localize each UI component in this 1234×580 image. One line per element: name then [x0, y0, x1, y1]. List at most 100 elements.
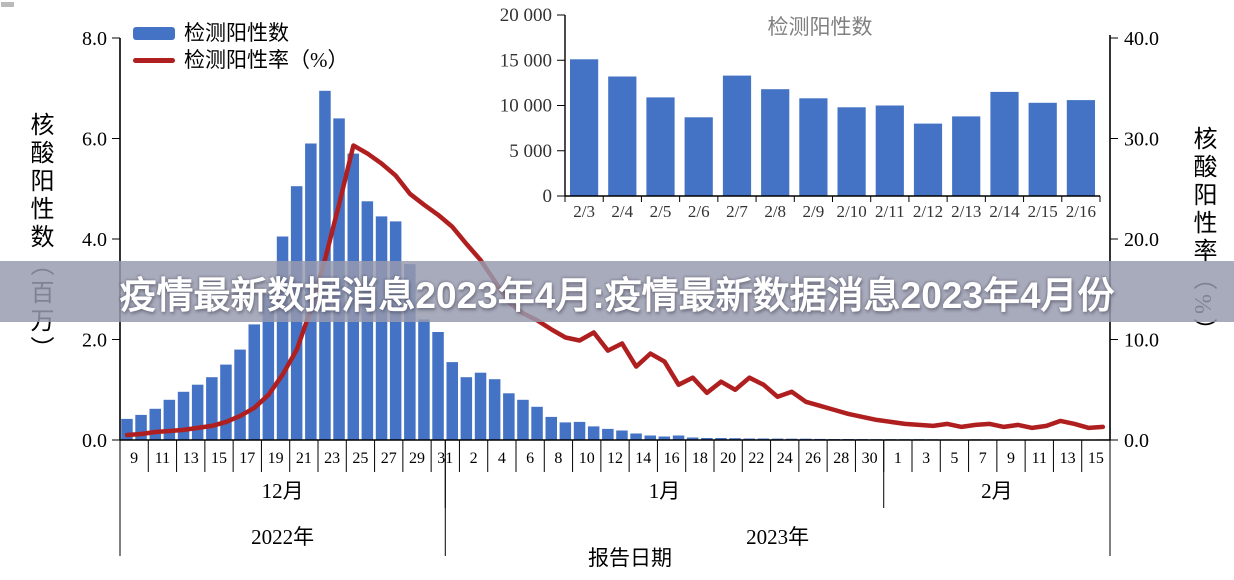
bar-dec9-feb16 — [474, 372, 487, 440]
left-y-tick-label: 8.0 — [82, 28, 107, 50]
bar-dec9-feb16 — [602, 428, 614, 440]
legend: 检测阳性数 检测阳性率（%） — [133, 20, 349, 74]
bar-dec9-feb16 — [149, 408, 161, 440]
bar-dec9-feb16 — [418, 319, 430, 440]
legend-item-positive-rate: 检测阳性率（%） — [133, 47, 349, 74]
left-y-tick-label: 0.0 — [82, 430, 107, 452]
month-label: 1月 — [649, 479, 681, 503]
inset-y-tick-label: 0 — [543, 186, 553, 207]
day-tick-label: 13 — [1060, 450, 1076, 467]
inset-bar — [761, 89, 790, 196]
day-tick-label: 1 — [894, 450, 902, 467]
bar-dec9-feb16 — [177, 391, 190, 440]
bar-dec9-feb16 — [517, 399, 529, 440]
bar-dec9-feb16 — [587, 426, 600, 440]
day-tick-label: 9 — [130, 450, 138, 467]
inset-bar — [570, 59, 599, 196]
bar-dec9-feb16 — [389, 221, 402, 440]
legend-label: 检测阳性数 — [184, 21, 289, 45]
day-tick-label: 2 — [470, 450, 478, 467]
day-tick-label: 26 — [805, 450, 821, 467]
bar-dec9-feb16 — [701, 438, 713, 440]
day-tick-label: 15 — [211, 450, 227, 467]
inset-y-tick-label: 15 000 — [500, 50, 552, 71]
day-tick-label: 16 — [664, 450, 680, 467]
inset-bar — [684, 117, 713, 196]
day-tick-label: 10 — [579, 450, 595, 467]
day-tick-label: 17 — [239, 450, 255, 467]
bar-dec9-feb16 — [630, 433, 642, 440]
day-tick-label: 6 — [526, 450, 534, 467]
bar-dec9-feb16 — [432, 332, 444, 440]
day-tick-label: 8 — [554, 450, 562, 467]
bar-dec9-feb16 — [446, 362, 458, 440]
inset-bar — [875, 105, 904, 196]
inset-bar-series — [570, 59, 1095, 196]
day-tick-label: 29 — [409, 450, 425, 467]
day-tick-label: 3 — [922, 450, 930, 467]
positivity-rate-line — [124, 143, 1106, 438]
inset-category-label: 2/13 — [951, 202, 981, 221]
inset-chart-title: 检测阳性数 — [768, 15, 873, 39]
inset-category-label: 2/16 — [1066, 202, 1096, 221]
day-tick-label: 4 — [498, 450, 506, 467]
right-y-tick-label: 30.0 — [1124, 129, 1159, 151]
x-axis-title: 报告日期 — [588, 546, 672, 570]
day-tick-label: 20 — [720, 450, 736, 467]
bar-dec9-feb16 — [135, 414, 147, 440]
bar-dec9-feb16 — [375, 216, 388, 440]
right-y-tick-label: 0.0 — [1124, 430, 1149, 452]
inset-bar — [646, 97, 675, 196]
bar-dec9-feb16 — [686, 437, 699, 440]
bar-dec9-feb16 — [248, 324, 260, 440]
bar-dec9-feb16 — [503, 393, 515, 440]
inset-y-tick-label: 5 000 — [509, 141, 552, 162]
right-y-tick-label: 40.0 — [1124, 28, 1159, 50]
day-tick-label: 18 — [692, 450, 708, 467]
inset-category-label: 2/6 — [688, 202, 710, 221]
day-tick-label: 22 — [748, 450, 764, 467]
inset-category-label: 2/4 — [611, 202, 633, 221]
headline-banner: 疫情最新数据消息2023年4月:疫情最新数据消息2023年4月份 — [0, 261, 1234, 322]
day-tick-labels: 9 11 13 15 17 19 21 23 25 27 29 31 2 4 6 8 10 12 14 16 18 20 2… — [130, 450, 1104, 467]
bar-dec9-feb16 — [206, 377, 218, 440]
inset-bar — [952, 116, 981, 196]
inset-y-tick-label: 10 000 — [500, 96, 552, 117]
bar-dec9-feb16 — [488, 379, 501, 440]
bar-dec9-feb16 — [220, 364, 232, 440]
inset-bar — [990, 91, 1019, 196]
inset-y-tick-label: 20 000 — [500, 5, 552, 26]
inset-bar — [608, 76, 637, 196]
day-tick-label: 13 — [183, 450, 199, 467]
bar-dec9-feb16 — [234, 349, 246, 440]
bar-dec9-feb16 — [729, 438, 741, 440]
legend-label: 检测阳性率（%） — [184, 48, 349, 72]
bar-dec9-feb16 — [616, 430, 628, 440]
day-tick-label: 14 — [635, 450, 651, 467]
month-label: 12月 — [262, 479, 304, 503]
bar-dec9-feb16 — [658, 436, 671, 440]
inset-category-label: 2/8 — [764, 202, 786, 221]
year-label: 2022年 — [251, 525, 314, 549]
bar-dec9-feb16 — [531, 406, 543, 440]
day-tick-label: 27 — [381, 450, 397, 467]
day-tick-label: 11 — [155, 450, 170, 467]
left-y-tick-label: 6.0 — [82, 129, 107, 151]
day-tick-label: 12 — [607, 450, 623, 467]
inset-bar — [1066, 100, 1095, 196]
day-tick-label: 25 — [352, 450, 368, 467]
left-y-tick-label: 4.0 — [82, 229, 107, 251]
bar-dec9-feb16 — [573, 421, 586, 440]
inset-bar — [913, 123, 943, 196]
inset-category-label: 2/15 — [1028, 202, 1058, 221]
day-tick-label: 15 — [1088, 450, 1104, 467]
inset-bar — [1028, 102, 1057, 196]
bar-dec9-feb16 — [276, 236, 289, 440]
month-label: 2月 — [981, 479, 1013, 503]
day-tick-label: 23 — [324, 450, 340, 467]
right-y-tick-label: 10.0 — [1124, 330, 1159, 352]
bar-dec9-feb16 — [644, 435, 656, 440]
day-tick-label: 24 — [777, 450, 793, 467]
bar-dec9-feb16 — [262, 294, 275, 440]
right-y-tick-label: 20.0 — [1124, 229, 1159, 251]
